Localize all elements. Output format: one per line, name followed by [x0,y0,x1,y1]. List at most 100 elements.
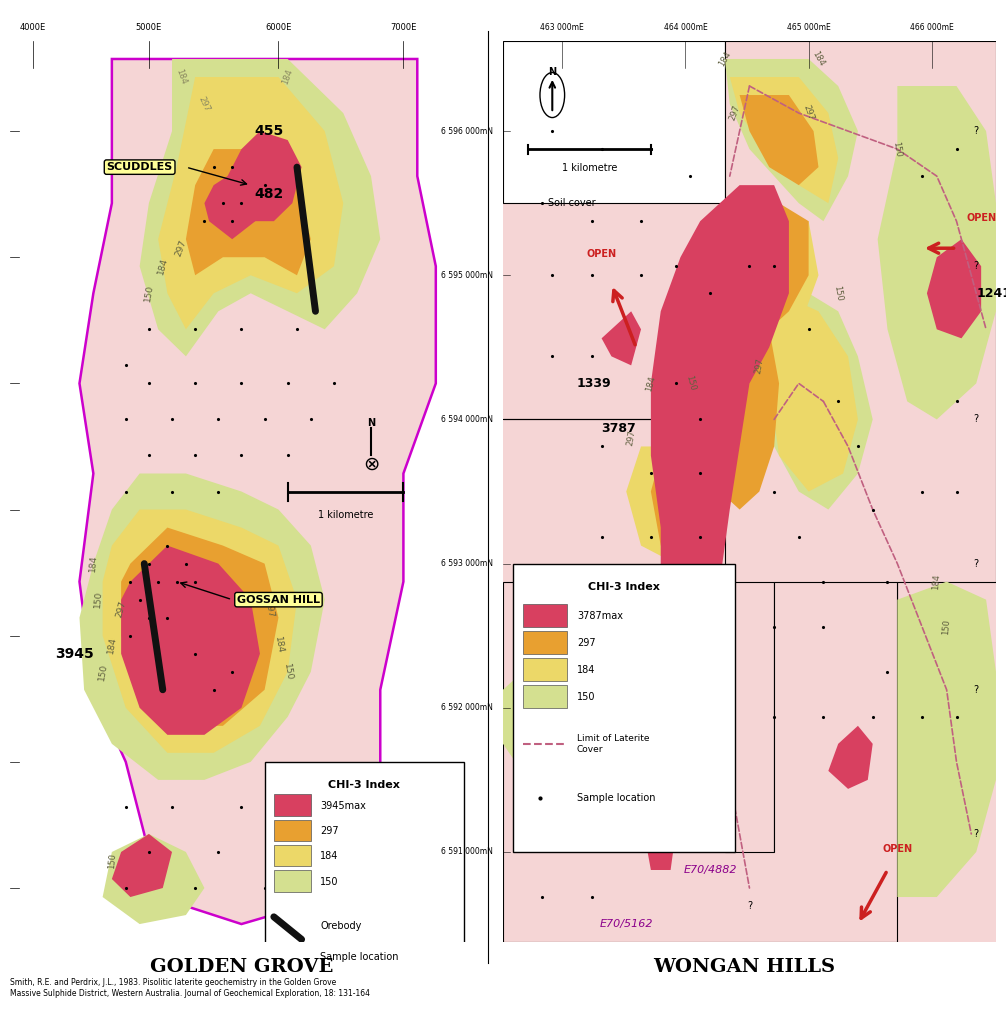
Text: SCUDDLES: SCUDDLES [107,162,173,172]
Polygon shape [103,834,204,924]
Bar [274,845,311,866]
Text: ?: ? [974,559,979,568]
Text: 1 kilometre: 1 kilometre [561,163,617,173]
Text: 5000E: 5000E [136,23,162,32]
Bar [523,685,567,708]
Text: ?: ? [974,415,979,424]
Text: 184: 184 [281,68,295,86]
Text: OPEN: OPEN [966,213,996,223]
Text: 3945: 3945 [55,647,95,660]
Text: ⊗: ⊗ [363,455,379,474]
Bar [274,795,311,816]
Text: 3787: 3787 [602,422,637,435]
Text: E70/5162: E70/5162 [600,920,653,929]
Polygon shape [700,221,819,356]
Bar [503,41,724,203]
Text: 1241: 1241 [976,287,1006,300]
Polygon shape [729,77,838,203]
Polygon shape [227,131,302,221]
Text: 150: 150 [107,853,117,869]
Polygon shape [877,86,996,420]
Text: 7000E: 7000E [390,23,416,32]
Polygon shape [641,185,789,870]
Text: 482: 482 [255,187,284,201]
Text: 297: 297 [115,599,128,618]
Bar [523,657,567,681]
Text: ?: ? [974,685,979,694]
Polygon shape [79,473,325,780]
Polygon shape [897,582,996,897]
Text: 184: 184 [273,636,285,654]
Text: 184: 184 [577,665,596,675]
Polygon shape [927,240,981,338]
Text: 1 kilometre: 1 kilometre [318,510,373,519]
Bar [523,631,567,653]
Polygon shape [79,59,436,924]
Text: 150: 150 [684,375,697,392]
Text: E70/4882: E70/4882 [683,865,736,874]
FancyBboxPatch shape [513,563,734,852]
Text: GOLDEN GROVE: GOLDEN GROVE [150,957,333,976]
Text: ?: ? [974,829,979,839]
Text: 297: 297 [727,104,741,122]
Text: 6000E: 6000E [266,23,292,32]
Text: GOSSAN HILL: GOSSAN HILL [237,595,320,604]
Text: 297: 297 [264,599,275,617]
Text: 184: 184 [932,573,942,590]
Text: CHI-3 Index: CHI-3 Index [588,582,660,592]
Text: 184: 184 [174,68,188,86]
Text: 297: 297 [577,638,596,648]
Text: 297: 297 [753,356,766,374]
Polygon shape [140,59,380,356]
Polygon shape [121,546,260,735]
Text: N: N [548,67,556,77]
Polygon shape [121,527,279,726]
Text: 184: 184 [320,851,338,861]
Text: 297: 297 [174,239,188,258]
Polygon shape [651,437,720,563]
Text: 150: 150 [577,692,596,702]
Text: 184: 184 [717,50,732,69]
Text: ?: ? [974,261,979,271]
Text: 297: 297 [802,104,816,122]
Text: 3945max: 3945max [320,801,366,811]
Polygon shape [724,59,858,221]
Text: Smith, R.E. and Perdrix, J.L., 1983. Pisolitic laterite geochemistry in the Gold: Smith, R.E. and Perdrix, J.L., 1983. Pis… [10,978,370,997]
Text: Limit of Laterite
Cover: Limit of Laterite Cover [577,734,650,754]
Text: 184: 184 [704,735,716,753]
Text: 297: 297 [320,826,339,836]
Text: 184: 184 [89,555,99,572]
Text: 150: 150 [891,140,903,158]
Text: 150: 150 [832,285,844,302]
Text: 464 000mE: 464 000mE [664,23,707,32]
Polygon shape [186,150,311,275]
Text: Soil cover: Soil cover [548,199,596,208]
Text: 150: 150 [143,284,155,302]
Text: 455: 455 [255,124,284,138]
Text: Sample location: Sample location [577,793,656,803]
Text: ?: ? [974,126,979,136]
Text: 150: 150 [942,618,952,635]
Text: ?: ? [746,901,752,911]
Text: 6 593 000mN: 6 593 000mN [442,559,493,568]
Bar [274,819,311,841]
Text: 184: 184 [645,375,657,392]
Text: 150: 150 [97,663,109,681]
Text: Sample location: Sample location [320,952,398,963]
Text: 6 596 000mN: 6 596 000mN [442,127,493,135]
Text: 6 592 000mN: 6 592 000mN [442,703,493,713]
Polygon shape [828,726,872,788]
Text: Orebody: Orebody [320,921,361,931]
Text: 6 595 000mN: 6 595 000mN [442,270,493,280]
Polygon shape [204,167,260,240]
Polygon shape [710,330,779,510]
Text: N: N [367,419,375,428]
Polygon shape [739,95,819,185]
Text: 297: 297 [626,429,637,446]
Text: CHI-3 Index: CHI-3 Index [328,780,400,790]
Text: 465 000mE: 465 000mE [787,23,831,32]
Text: 1339: 1339 [577,377,612,390]
Text: OPEN: OPEN [882,844,912,854]
Polygon shape [770,293,858,492]
Text: WONGAN HILLS: WONGAN HILLS [654,957,835,976]
